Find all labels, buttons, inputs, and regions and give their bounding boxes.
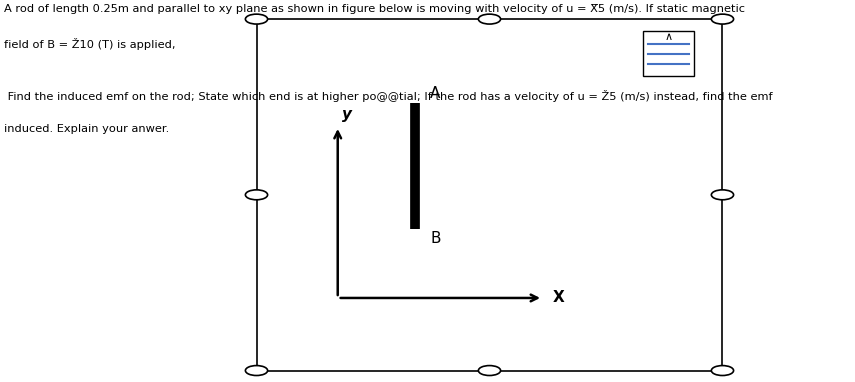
- Text: ∧: ∧: [664, 32, 673, 42]
- Circle shape: [478, 366, 501, 376]
- Circle shape: [711, 14, 734, 24]
- Bar: [643, 31, 694, 76]
- Circle shape: [711, 190, 734, 200]
- Text: A rod of length 0.25m and parallel to xy plane as shown in figure below is movin: A rod of length 0.25m and parallel to xy…: [4, 4, 746, 14]
- Text: X: X: [553, 290, 565, 306]
- Text: A: A: [430, 86, 440, 101]
- Text: B: B: [430, 231, 440, 246]
- Circle shape: [245, 366, 268, 376]
- Text: field of B = Ž10 (T) is applied,: field of B = Ž10 (T) is applied,: [4, 38, 176, 50]
- Circle shape: [478, 14, 501, 24]
- Text: y: y: [342, 107, 352, 122]
- Circle shape: [245, 190, 268, 200]
- Text: induced. Explain your anwer.: induced. Explain your anwer.: [4, 124, 169, 134]
- Text: Find the induced emf on the rod; State which end is at higher po@@tial; If the r: Find the induced emf on the rod; State w…: [4, 90, 773, 102]
- Circle shape: [711, 366, 734, 376]
- Circle shape: [245, 14, 268, 24]
- Bar: [256, 19, 722, 371]
